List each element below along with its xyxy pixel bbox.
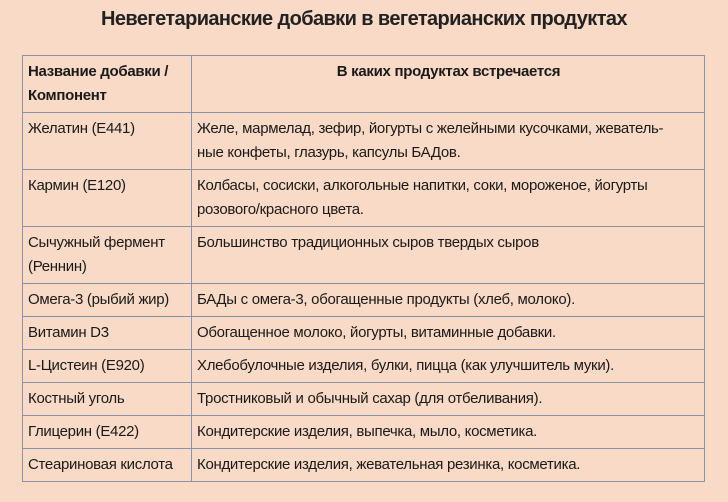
additives-table: Название добавки / Компонент В каких про… xyxy=(22,55,705,482)
additive-name-cell: Стеариновая кислота xyxy=(22,448,192,482)
products-cell: Кондитерские изделия, выпечка, мыло, кос… xyxy=(191,415,705,449)
table-header-row: Название добавки / Компонент В каких про… xyxy=(22,55,705,113)
additive-name-cell: Кармин (E120) xyxy=(22,169,192,227)
page-title: Невегетарианские добавки в вегетариански… xyxy=(101,8,628,30)
products-cell: Большинство традиционных сыров твердых с… xyxy=(191,226,705,284)
additive-name-cell: Витамин D3 xyxy=(22,316,192,350)
products-cell: Хлебобулочные изделия, булки, пицца (как… xyxy=(191,349,705,383)
additive-name-cell: Омега-3 (рыбий жир) xyxy=(22,283,192,317)
table-row: Костный уголь Тростниковый и обычный саха… xyxy=(22,382,705,416)
products-cell: Колбасы, сосиски, алкогольные напитки, с… xyxy=(191,169,705,227)
table-row: Омега-3 (рыбий жир) БАДы с омега-3, обога… xyxy=(22,283,705,317)
table-row: Глицерин (E422) Кондитерские изделия, вып… xyxy=(22,415,705,449)
additive-name-cell: Желатин (E441) xyxy=(22,112,192,170)
table-row: Желатин (E441) Желе, мармелад, зефир, йог… xyxy=(22,112,705,170)
products-cell: Обогащенное молоко, йогурты, витаминные … xyxy=(191,316,705,350)
header-products: В каких продуктах встречается xyxy=(191,55,705,113)
products-cell: Желе, мармелад, зефир, йогурты с желейны… xyxy=(191,112,705,170)
table-row: Витамин D3 Обогащенное молоко, йогурты, в… xyxy=(22,316,705,350)
table-row: Кармин (E120) Колбасы, сосиски, алкогольн… xyxy=(22,169,705,227)
products-cell: БАДы с омега-3, обогащенные продукты (хл… xyxy=(191,283,705,317)
additive-name-cell: Сычужный фермент (Реннин) xyxy=(22,226,192,284)
table-row: Сычужный фермент (Реннин) Большинство тра… xyxy=(22,226,705,284)
additive-name-cell: Костный уголь xyxy=(22,382,192,416)
header-additive-name: Название добавки / Компонент xyxy=(22,55,192,113)
additive-name-cell: Глицерин (E422) xyxy=(22,415,192,449)
additive-name-cell: L-Цистеин (E920) xyxy=(22,349,192,383)
products-cell: Кондитерские изделия, жевательная резинк… xyxy=(191,448,705,482)
products-cell: Тростниковый и обычный сахар (для отбели… xyxy=(191,382,705,416)
table-row: L-Цистеин (E920) Хлебобулочные изделия, б… xyxy=(22,349,705,383)
table-row: Стеариновая кислота Кондитерские изделия,… xyxy=(22,448,705,482)
